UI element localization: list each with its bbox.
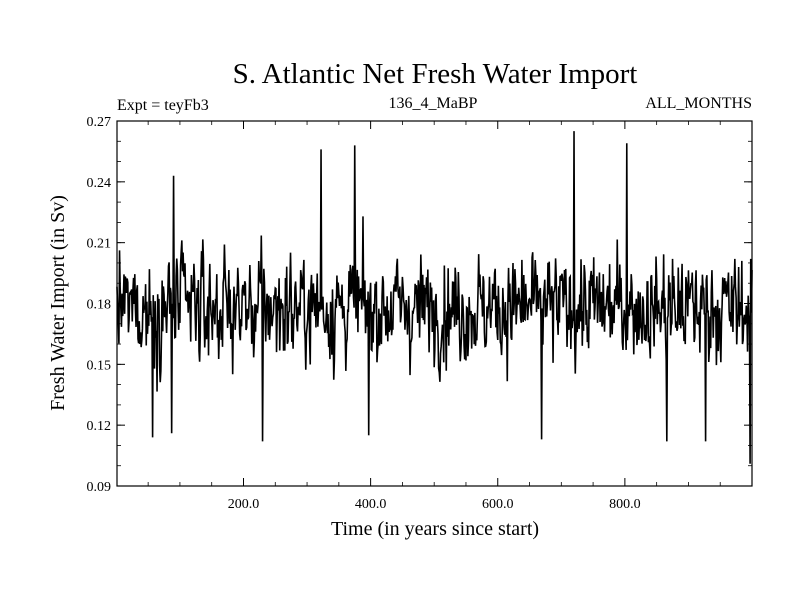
- y-tick-label: 0.21: [87, 237, 112, 252]
- subtitle-period: 136_4_MaBP: [389, 95, 478, 112]
- subtitle-expt: Expt = teyFb3: [117, 97, 209, 114]
- series-layer: [116, 131, 753, 464]
- plot-frame: [116, 120, 753, 487]
- y-tick-label: 0.15: [87, 358, 112, 373]
- subtitle-months: ALL_MONTHS: [645, 95, 752, 112]
- x-tick-label: 600.0: [482, 497, 514, 512]
- y-tick-label: 0.24: [87, 176, 112, 191]
- series-line: [116, 131, 753, 464]
- y-tick-label: 0.09: [87, 480, 112, 495]
- y-axis-label: Fresh Water Import (in Sv): [47, 195, 69, 411]
- x-axis-label: Time (in years since start): [331, 518, 539, 540]
- x-tick-label: 400.0: [355, 497, 387, 512]
- y-tick-label: 0.18: [87, 298, 112, 313]
- x-tick-label: 800.0: [609, 497, 641, 512]
- chart-title: S. Atlantic Net Fresh Water Import: [233, 58, 638, 90]
- y-tick-label: 0.12: [87, 419, 112, 434]
- y-tick-label: 0.27: [87, 115, 112, 130]
- x-tick-label: 200.0: [228, 497, 260, 512]
